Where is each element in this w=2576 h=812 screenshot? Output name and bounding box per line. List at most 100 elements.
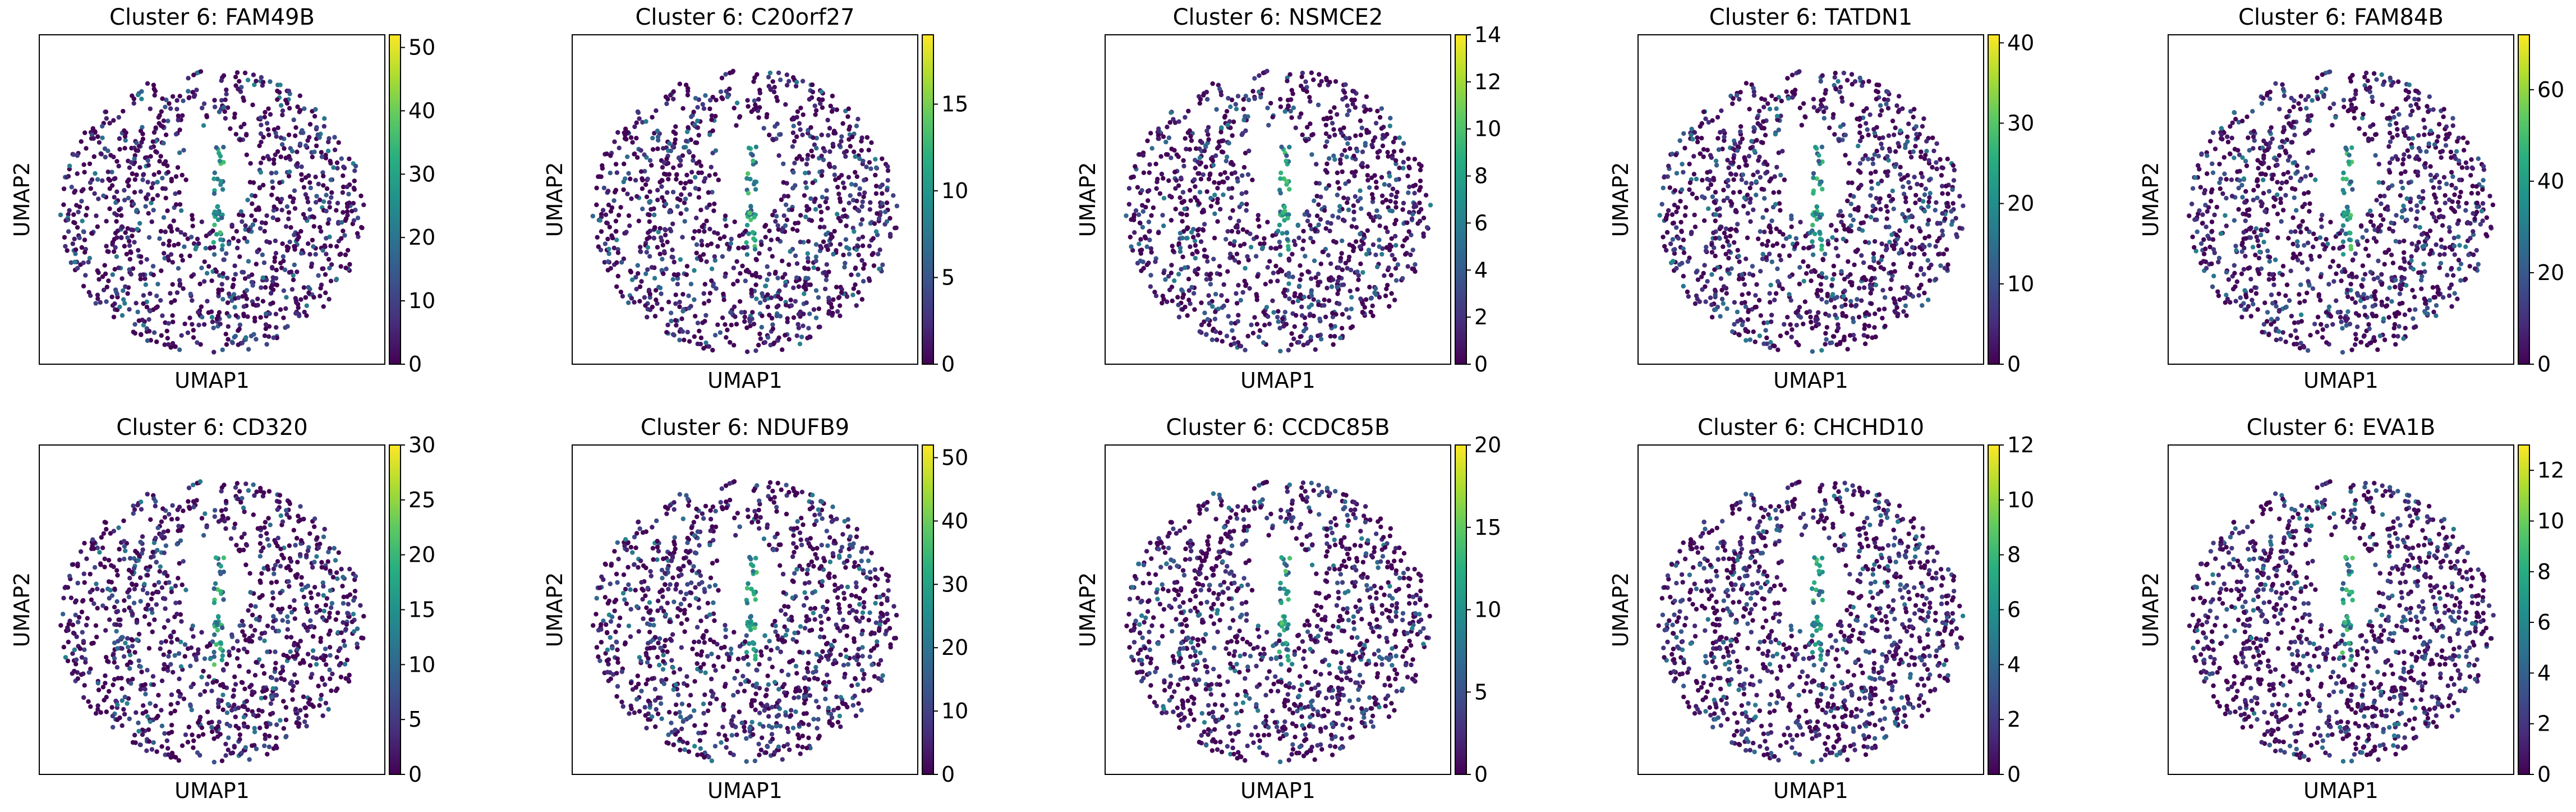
cell-point: [1763, 328, 1768, 333]
cell-point: [222, 257, 227, 262]
cell-point: [1388, 273, 1394, 278]
cell-point: [1249, 322, 1254, 328]
cell-point: [1140, 224, 1146, 230]
cell-point: [1365, 178, 1370, 183]
cell-point: [1762, 230, 1767, 235]
cell-point: [1777, 253, 1782, 258]
cell-point: [633, 178, 638, 183]
cell-point: [166, 321, 171, 326]
cell-point: [1857, 138, 1863, 144]
cell-point: [1809, 269, 1814, 274]
cell-point: [1141, 265, 1146, 271]
y-axis-label: UMAP2: [10, 162, 34, 237]
cell-point: [131, 101, 136, 106]
cell-point: [1211, 163, 1216, 168]
cell-point: [604, 151, 609, 157]
cell-point: [1318, 194, 1323, 200]
cell-point: [1267, 259, 1272, 264]
cell-point: [707, 227, 712, 232]
cell-point: [1282, 109, 1287, 114]
cell-point: [1908, 238, 1913, 243]
cell-point: [1219, 125, 1224, 130]
cell-point: [734, 100, 740, 105]
cell-point: [652, 314, 658, 319]
cell-point: [283, 306, 288, 311]
panel-title: Cluster 6: FAM49B: [109, 4, 315, 30]
cell-point: [1774, 226, 1779, 231]
cell-point: [1889, 243, 1895, 249]
cell-point: [1215, 219, 1220, 224]
cell-point: [1660, 185, 1666, 191]
cell-point: [666, 177, 671, 182]
cell-point: [1192, 307, 1197, 312]
cell-point: [1905, 290, 1910, 295]
cell-point: [172, 298, 177, 303]
cell-point: [695, 125, 701, 130]
cell-point: [250, 283, 255, 288]
cell-point: [1265, 219, 1270, 224]
cell-point: [1662, 174, 1667, 179]
cell-point: [114, 254, 119, 259]
cell-point: [1290, 274, 1295, 279]
cell-point: [149, 145, 154, 150]
cell-point: [1392, 256, 1397, 262]
cell-point: [1301, 87, 1306, 93]
cell-point: [1235, 179, 1240, 184]
cell-point: [1711, 176, 1716, 181]
cell-point: [1240, 227, 1246, 232]
cell-point: [278, 154, 283, 159]
cell-point: [215, 204, 220, 209]
cell-point: [2243, 159, 2248, 164]
cell-point: [1393, 266, 1399, 271]
cell-point: [1217, 86, 1222, 91]
cell-point: [670, 144, 675, 149]
cell-point: [310, 237, 315, 243]
cell-point: [884, 200, 890, 205]
cell-point: [71, 212, 76, 217]
cell-point: [1236, 283, 1241, 288]
cell-point: [1312, 227, 1318, 232]
cell-point: [765, 112, 770, 117]
cell-point: [1370, 313, 1376, 318]
cell-point: [1778, 333, 1783, 338]
cell-point: [664, 101, 669, 107]
cell-point: [1187, 187, 1193, 193]
cell-point: [646, 287, 652, 293]
cell-point: [1276, 319, 1281, 324]
cell-point: [627, 223, 632, 228]
cell-point: [715, 322, 720, 327]
cell-point: [123, 284, 128, 289]
cell-point: [1883, 224, 1889, 230]
cell-point: [1229, 228, 1235, 234]
cell-point: [1866, 323, 1871, 329]
cell-point: [843, 260, 848, 266]
cell-point: [1681, 274, 1686, 279]
cell-point: [148, 106, 153, 112]
cell-point: [1161, 176, 1166, 181]
cell-point: [341, 210, 346, 215]
cell-point: [1156, 136, 1161, 141]
cell-point: [201, 101, 207, 106]
cell-point: [1365, 164, 1370, 169]
cell-point: [199, 219, 204, 224]
cell-point: [804, 204, 809, 209]
cell-point: [623, 126, 628, 131]
cell-point: [234, 229, 239, 234]
cell-point: [1315, 283, 1321, 288]
cell-point: [1245, 254, 1250, 259]
cell-point: [1873, 311, 1878, 316]
cell-point: [1706, 120, 1712, 125]
cell-point: [775, 121, 780, 126]
cell-point: [1825, 291, 1830, 297]
cell-point: [1254, 322, 1260, 327]
cell-point: [1836, 325, 1841, 331]
cell-point: [1847, 333, 1853, 338]
cell-point: [219, 98, 224, 103]
cell-point: [1186, 108, 1191, 114]
cell-point: [1357, 244, 1363, 249]
cell-point: [1921, 199, 1926, 204]
cell-point: [1749, 181, 1754, 186]
cell-point: [646, 230, 651, 235]
cell-point: [817, 324, 822, 329]
cell-point: [2324, 310, 2329, 315]
